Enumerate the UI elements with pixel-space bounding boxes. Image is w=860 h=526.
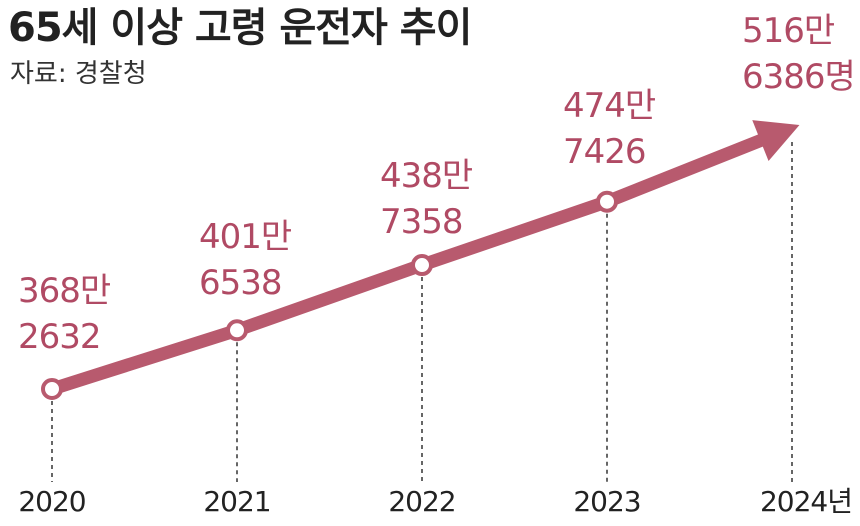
- data-points: [41, 190, 618, 400]
- value-label-2023-line1: 474만: [563, 86, 656, 126]
- x-tick-2021: 2021: [203, 485, 270, 518]
- data-point-2022: [411, 254, 433, 277]
- value-labels: 368만 2632 401만 6538 438만 7358 474만 7426 516만 6386…: [18, 11, 856, 357]
- value-label-2021-line2: 6538: [199, 263, 282, 303]
- data-point-2021: [226, 319, 248, 342]
- value-label-2022-line1: 438만: [380, 156, 473, 196]
- value-label-2022-line2: 7358: [380, 202, 463, 242]
- value-label-2020-line2: 2632: [18, 317, 101, 357]
- x-tick-2023: 2023: [573, 485, 640, 518]
- x-axis-ticks: 2020 2021 2022 2023 2024년: [18, 485, 853, 518]
- source-note: 자료: 경찰청: [10, 59, 147, 89]
- value-label-2021-line1: 401만: [199, 217, 292, 257]
- x-tick-2022: 2022: [388, 485, 455, 518]
- drop-lines: [51, 142, 793, 482]
- value-label-2020-line1: 368만: [18, 271, 111, 311]
- chart-title: 65세 이상 고령 운전자 추이: [8, 5, 472, 51]
- data-point-2020: [41, 378, 63, 400]
- arrow-head: [752, 120, 800, 162]
- x-tick-2020: 2020: [18, 485, 85, 518]
- x-tick-2024년: 2024년: [760, 485, 852, 518]
- value-label-2023-line2: 7426: [563, 132, 646, 172]
- value-label-2024년-line2: 6386명: [742, 57, 855, 97]
- value-label-2024년-line1: 516만: [742, 11, 835, 51]
- data-point-2023: [596, 190, 618, 213]
